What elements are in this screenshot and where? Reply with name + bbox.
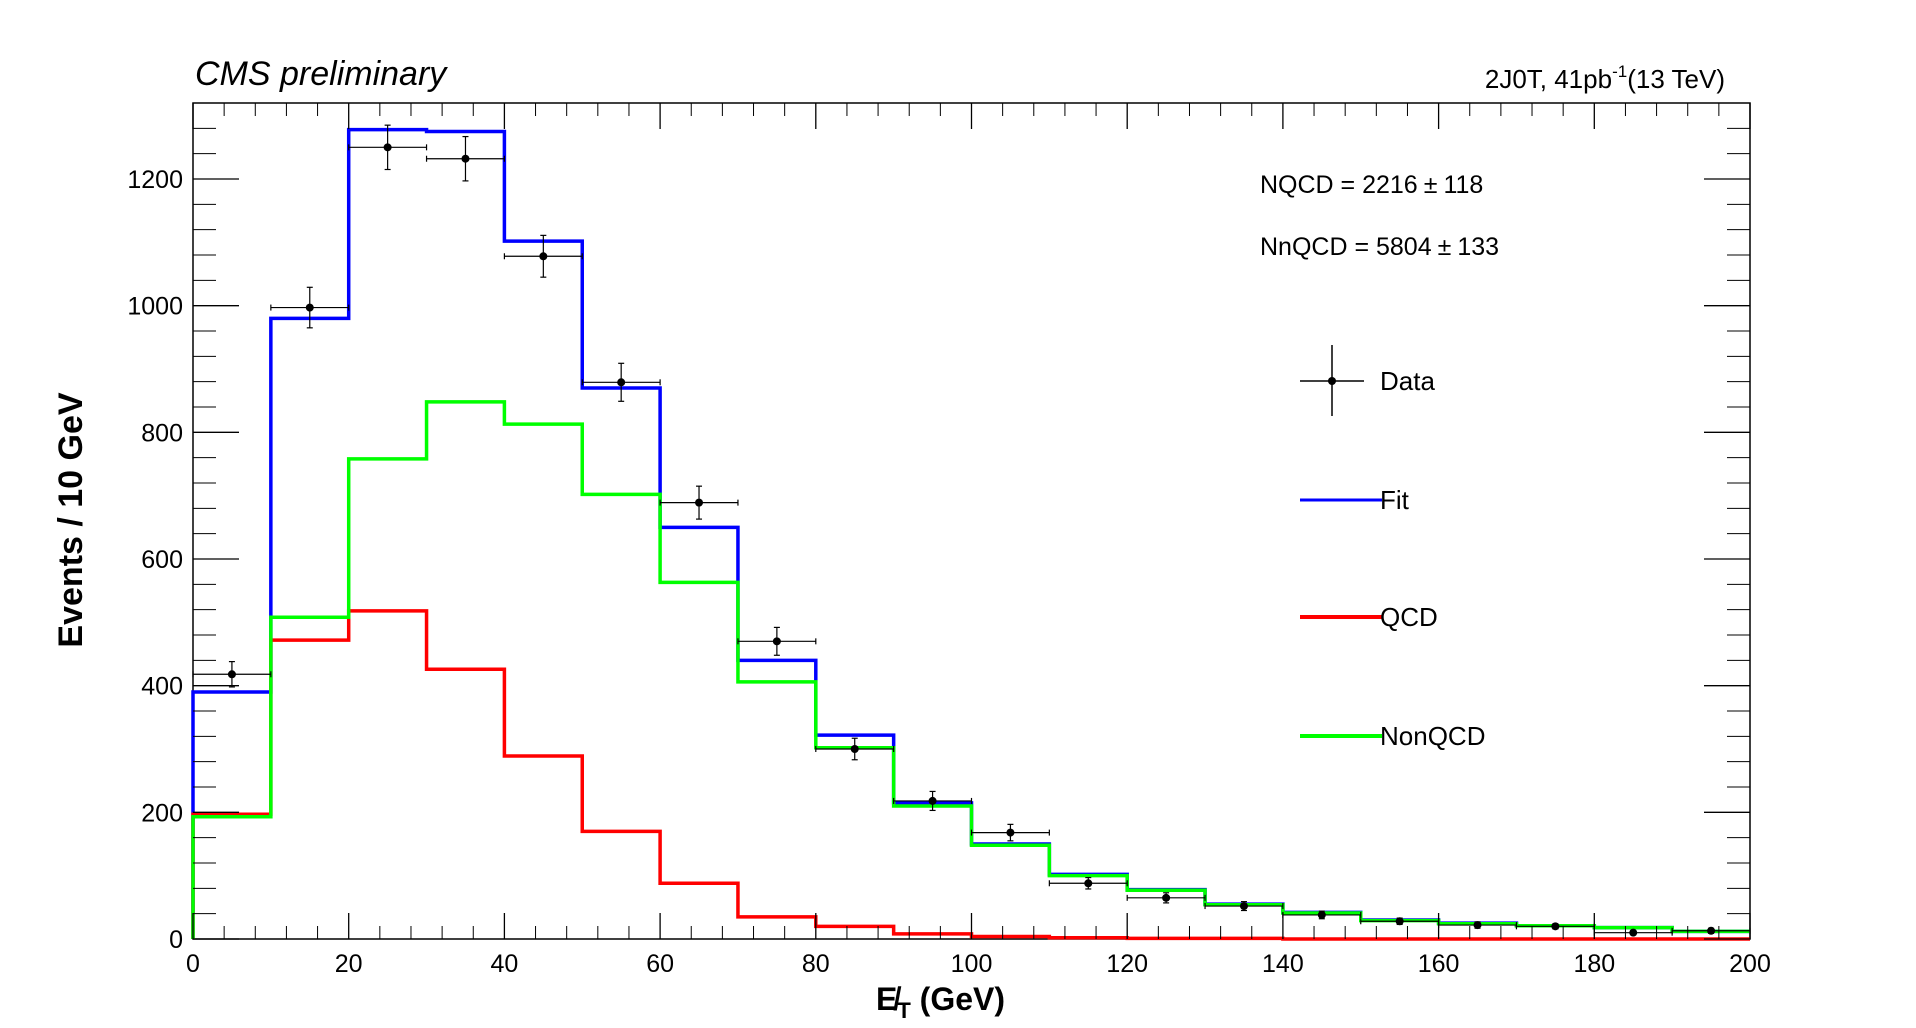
data-point-marker [772,637,781,646]
y-tick-label: 800 [141,419,183,447]
x-tick-label: 200 [1729,950,1771,978]
y-tick-label: 1000 [127,293,183,321]
data-point [1515,922,1595,931]
x-tick-label: 100 [951,950,993,978]
data-point [815,737,895,761]
data-point-marker [1551,922,1560,931]
header-run-info-main: 2J0T, 41pb [1485,64,1612,94]
legend-label-nonqcd: NonQCD [1380,721,1485,751]
x-tick-label: 140 [1262,950,1304,978]
data-point-marker [1239,902,1248,911]
data-point-marker [1006,828,1015,837]
y-axis-label: Events / 10 GeV [52,392,90,647]
x-axis-label-sub: T [897,998,911,1023]
annotation-nqcd: NQCD = 2216 ±118 [1260,171,1483,199]
data-point [970,823,1050,842]
y-tick-label: 200 [141,799,183,827]
x-tick-label: 180 [1573,950,1615,978]
data-point-marker [383,143,392,152]
x-tick-label: 120 [1106,950,1148,978]
y-tick-label: 600 [141,546,183,574]
data-point [737,626,817,656]
x-axis-label: E̸T (GeV) [876,981,1005,1023]
annotation-nnqcd: NnQCD = 5804 ±133 [1260,233,1499,261]
data-point-marker [617,378,626,387]
data-point [348,124,428,171]
legend-entry-data: Data [1300,345,1435,416]
data-point [581,362,661,402]
data-point [425,135,505,182]
header-run-info: 2J0T, 41pb-1(13 TeV) [1485,62,1725,94]
legend: Data Fit QCD NonQCD [1300,345,1485,751]
data-point-marker [695,498,704,507]
series-line-nonqcd [191,400,1750,939]
x-tick-label: 80 [802,950,830,978]
series-data [192,124,1751,937]
header-run-info-sup: -1 [1612,62,1627,81]
header-experiment: CMS preliminary [195,55,448,93]
annotation-nqcd-pm: ± [1424,171,1438,199]
data-point [503,234,583,278]
legend-label-qcd: QCD [1380,602,1438,632]
data-point-marker [928,796,937,805]
annotation-nnqcd-pm: ± [1438,233,1452,261]
annotation-nnqcd-error: 133 [1457,233,1499,261]
x-tick-label: 0 [186,950,200,978]
annotation-nnqcd-value: NnQCD = 5804 [1260,233,1432,261]
axes: 0 20 40 60 80 100 120 140 160 180 200 0 200 400 600 800… [127,102,1771,978]
data-point [1126,892,1206,904]
data-point [1671,926,1751,935]
legend-label-data: Data [1380,366,1435,396]
data-point-marker [539,252,548,261]
data-point-marker [1162,893,1171,902]
series-layer [191,124,1751,941]
data-point [192,660,272,688]
legend-entry-fit: Fit [1300,485,1410,515]
data-point [659,485,739,520]
data-point-marker [1473,921,1482,930]
data-point-marker [1395,917,1404,926]
series-line-qcd [191,609,1750,941]
series-nonqcd [191,400,1750,939]
legend-data-marker [1328,377,1336,385]
data-point-marker [850,745,859,753]
series-qcd [191,609,1750,941]
data-point-marker [305,303,314,312]
data-point [1204,901,1284,912]
x-tick-label: 160 [1418,950,1460,978]
legend-entry-qcd: QCD [1300,602,1438,632]
x-axis-label-unit: (GeV) [911,981,1005,1017]
data-point-marker [1707,926,1716,935]
annotation-nqcd-error: 118 [1443,171,1483,199]
data-point-marker [1317,910,1326,919]
legend-entry-nonqcd: NonQCD [1300,721,1485,751]
data-point-marker [227,670,236,679]
data-point-marker [1084,879,1093,888]
data-point-marker [461,154,470,163]
fit-annotations: NQCD = 2216 ±118 NnQCD = 5804 ±133 [1260,171,1499,261]
legend-label-fit: Fit [1380,485,1410,515]
data-point [270,286,350,329]
data-point [893,790,973,812]
y-tick-label: 400 [141,673,183,701]
data-point [1282,910,1362,920]
data-point [1593,928,1673,937]
x-axis-label-symbol: E̸ [876,981,901,1017]
annotation-nqcd-value: NQCD = 2216 [1260,171,1418,199]
data-point [1048,876,1128,890]
header-run-info-tail: (13 TeV) [1627,64,1725,94]
x-tick-label: 20 [335,950,363,978]
x-tick-label: 60 [646,950,674,978]
y-tick-label: 0 [169,926,183,954]
data-point-marker [1629,928,1638,937]
x-tick-label: 40 [490,950,518,978]
y-tick-label: 1200 [127,166,183,194]
